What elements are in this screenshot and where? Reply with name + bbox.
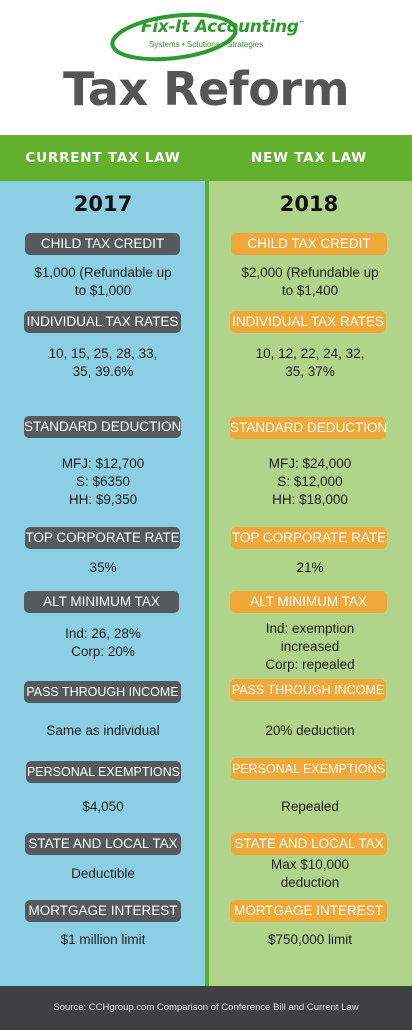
new-alt-minimum-tax-label: ALT MINIMUM TAX xyxy=(230,591,387,613)
new-individual-tax-rates-value: 10, 12, 22, 24, 32, 35, 37% xyxy=(255,346,365,379)
new-child-tax-credit-label: CHILD TAX CREDIT xyxy=(231,233,387,255)
new-standard-deduction-value: MFJ: $24,000 S: $12,000 HH: $18,000 xyxy=(268,456,352,507)
column-header-bar xyxy=(0,135,412,181)
current-pass-through-income-label: PASS THROUGH INCOME xyxy=(24,681,181,703)
current-year: 2017 xyxy=(73,192,133,216)
new-pass-through-income-label: PASS THROUGH INCOME xyxy=(230,679,386,701)
company-logo: Fix-It Accounting™ Systems • Solutions •… xyxy=(108,6,308,62)
new-personal-exemptions-value: Repealed xyxy=(281,799,339,814)
current-alt-minimum-tax-label: ALT MINIMUM TAX xyxy=(24,591,179,613)
current-state-and-local-tax-value: Deductible xyxy=(71,866,135,881)
new-state-and-local-tax-value: Max $10,000 deduction xyxy=(270,857,350,890)
current-state-and-local-tax-label: STATE AND LOCAL TAX xyxy=(25,833,181,855)
current-individual-tax-rates-label: INDIVIDUAL TAX RATES xyxy=(24,311,181,333)
current-alt-minimum-tax-value: Ind: 26, 28% Corp: 20% xyxy=(65,626,141,659)
new-child-tax-credit-value: $2,000 (Refundable up to $1,400 xyxy=(241,265,379,298)
logo-name: Fix-It Accounting™ xyxy=(141,17,305,37)
new-state-and-local-tax-label: STATE AND LOCAL TAX xyxy=(231,833,387,855)
current-personal-exemptions-label: PERSONAL EXEMPTIONS xyxy=(26,761,181,783)
current-individual-tax-rates-value: 10, 15, 25, 28, 33, 35, 39.6% xyxy=(48,346,158,379)
current-child-tax-credit-label: CHILD TAX CREDIT xyxy=(25,233,180,255)
current-standard-deduction-value: MFJ: $12,700 S: $6350 HH: $9,350 xyxy=(61,456,145,507)
current-top-corporate-rate-label: TOP CORPORATE RATE xyxy=(25,527,180,549)
logo-tagline: Systems • Solutions • Strategies xyxy=(149,40,264,49)
current-mortgage-interest-value: $1 million limit xyxy=(60,932,146,947)
current-standard-deduction-label: STANDARD DEDUCTION xyxy=(24,416,181,438)
logo-swoosh-icon xyxy=(110,12,238,62)
new-individual-tax-rates-label: INDIVIDUAL TAX RATES xyxy=(230,311,386,333)
new-personal-exemptions-label: PERSONAL EXEMPTIONS xyxy=(231,758,386,780)
source-citation: Source: CCHgroup.com Comparison of Confe… xyxy=(53,1002,359,1013)
page-title: Tax Reform xyxy=(62,62,350,116)
new-mortgage-interest-value: $750,000 limit xyxy=(267,932,353,947)
current-law-heading: CURRENT TAX LAW xyxy=(25,150,181,166)
new-year: 2018 xyxy=(279,192,339,216)
new-mortgage-interest-label: MORTGAGE INTEREST xyxy=(230,900,387,922)
new-law-heading: NEW TAX LAW xyxy=(251,150,367,166)
current-personal-exemptions-value: $4,050 xyxy=(82,799,124,814)
new-top-corporate-rate-value: 21% xyxy=(296,560,324,575)
current-mortgage-interest-label: MORTGAGE INTEREST xyxy=(25,900,181,922)
current-pass-through-income-value: Same as individual xyxy=(46,723,160,738)
column-divider xyxy=(205,181,209,986)
new-alt-minimum-tax-value: Ind: exemption increased Corp: repealed xyxy=(265,621,355,672)
new-top-corporate-rate-label: TOP CORPORATE RATE xyxy=(231,527,387,549)
new-standard-deduction-label: STANDARD DEDUCTION xyxy=(230,417,387,439)
current-top-corporate-rate-value: 35% xyxy=(89,560,117,575)
new-pass-through-income-value: 20% deduction xyxy=(265,723,355,738)
source-footer: Source: CCHgroup.com Comparison of Confe… xyxy=(0,986,412,1030)
current-child-tax-credit-value: $1,000 (Refundable up to $1,000 xyxy=(34,265,172,298)
